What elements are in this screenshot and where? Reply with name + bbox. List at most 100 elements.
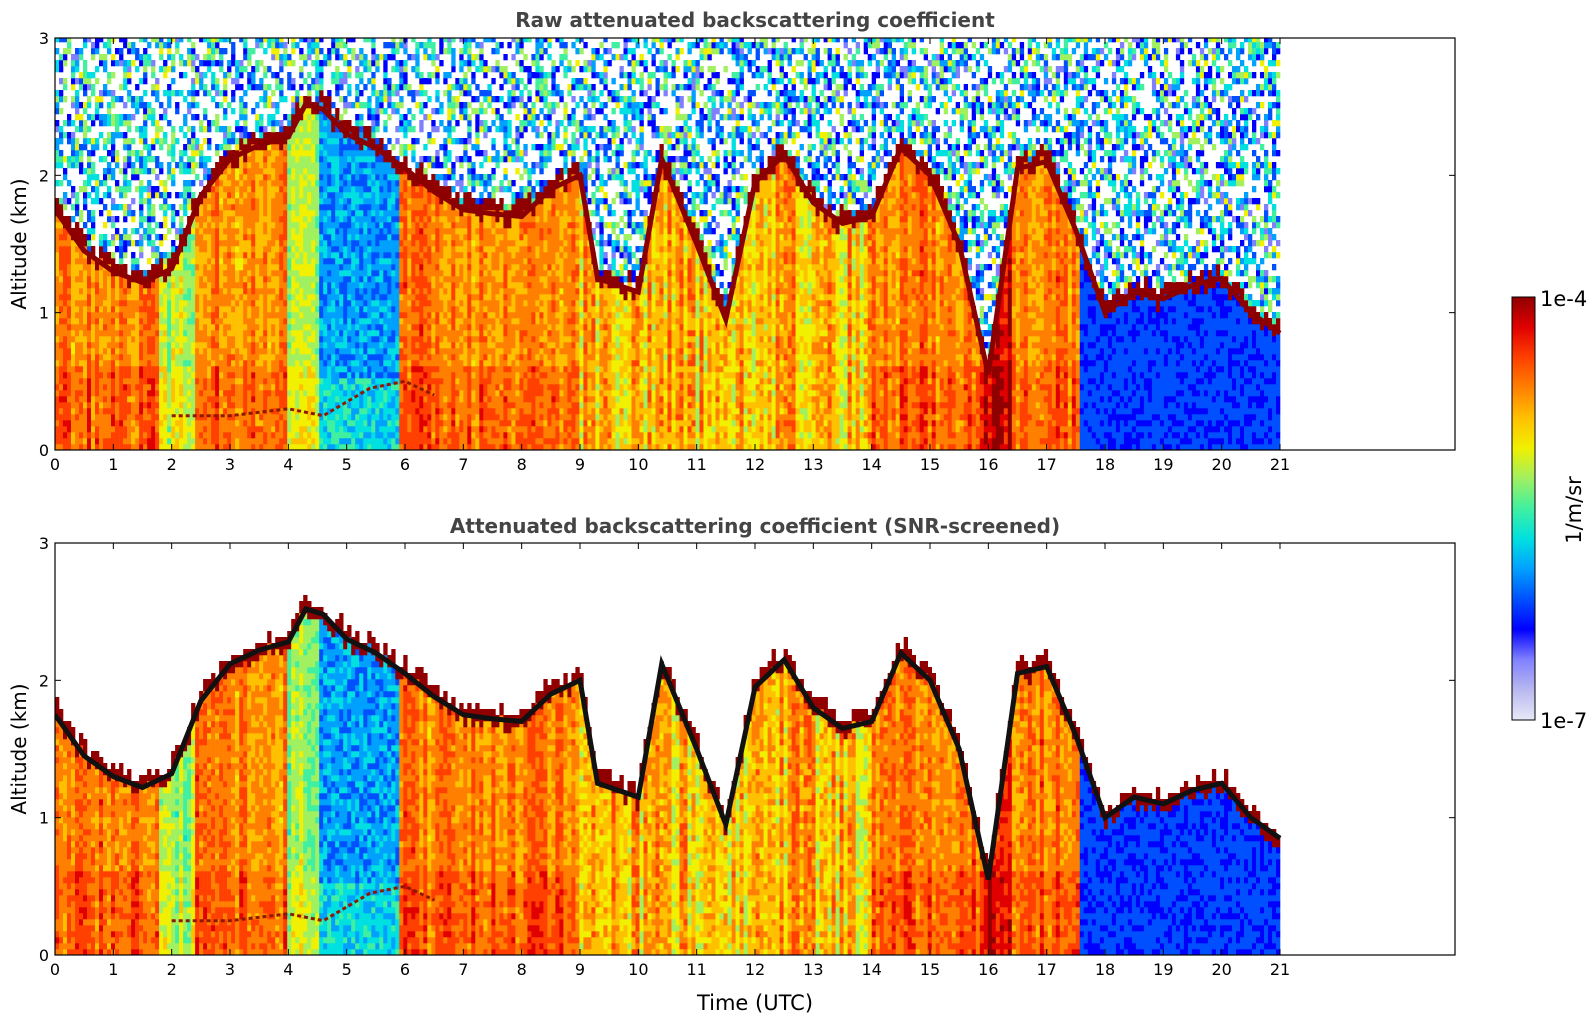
heatmap-cell — [319, 144, 324, 151]
heatmap-cell — [219, 402, 224, 409]
heatmap-cell — [279, 144, 284, 151]
heatmap-cell — [331, 378, 336, 385]
heatmap-cell — [243, 114, 248, 121]
heatmap-cell — [87, 96, 92, 103]
heatmap-cell — [287, 300, 292, 307]
heatmap-cell — [75, 162, 80, 169]
heatmap-cell — [71, 330, 76, 337]
heatmap-cell — [323, 60, 328, 67]
heatmap-cell — [283, 258, 288, 265]
heatmap-cell — [159, 126, 164, 133]
heatmap-cell — [219, 384, 224, 391]
heatmap-cell — [367, 324, 372, 331]
heatmap-cell — [227, 426, 232, 433]
heatmap-cell — [263, 216, 268, 223]
heatmap-cell — [247, 168, 252, 175]
heatmap-cell — [83, 42, 88, 49]
heatmap-cell — [127, 306, 132, 313]
heatmap-cell — [367, 156, 372, 163]
heatmap-cell — [395, 168, 400, 175]
heatmap-cell — [187, 354, 192, 361]
heatmap-cell — [267, 300, 272, 307]
heatmap-cell — [207, 342, 212, 349]
heatmap-cell — [67, 222, 72, 229]
heatmap-cell — [315, 330, 320, 337]
heatmap-cell — [303, 264, 308, 271]
heatmap-cell — [71, 354, 76, 361]
heatmap-cell — [211, 324, 216, 331]
heatmap-cell — [275, 366, 280, 373]
heatmap-cell — [311, 276, 316, 283]
heatmap-cell — [279, 312, 284, 319]
heatmap-cell — [327, 282, 332, 289]
heatmap-cell — [375, 120, 380, 127]
heatmap-cell — [347, 72, 352, 79]
heatmap-cell — [343, 156, 348, 163]
heatmap-cell — [331, 390, 336, 397]
heatmap-cell — [175, 342, 180, 349]
heatmap-cell — [143, 414, 148, 421]
heatmap-cell — [347, 366, 352, 373]
heatmap-cell — [319, 378, 324, 385]
heatmap-cell — [231, 420, 236, 427]
heatmap-cell — [383, 312, 388, 319]
heatmap-cell — [395, 354, 400, 361]
heatmap-cell — [251, 78, 256, 85]
heatmap-cell — [203, 444, 208, 450]
heatmap-cell — [139, 396, 144, 403]
heatmap-cell — [119, 396, 124, 403]
heatmap-cell — [131, 150, 136, 157]
heatmap-cell — [139, 38, 144, 43]
heatmap-cell — [379, 408, 384, 415]
heatmap-cell — [143, 420, 148, 427]
heatmap-cell — [371, 324, 376, 331]
heatmap-cell — [303, 402, 308, 409]
heatmap-cell — [251, 330, 256, 337]
heatmap-cell — [359, 156, 364, 163]
heatmap-cell — [303, 306, 308, 313]
heatmap-cell — [347, 198, 352, 205]
heatmap-cell — [107, 420, 112, 427]
heatmap-cell — [179, 390, 184, 397]
heatmap-cell — [211, 366, 216, 373]
heatmap-cell — [223, 438, 228, 445]
heatmap-cell — [315, 72, 320, 79]
heatmap-cell — [215, 150, 220, 157]
heatmap-cell — [159, 426, 164, 433]
heatmap-cell — [67, 330, 72, 337]
heatmap-cell — [219, 198, 224, 205]
heatmap-cell — [63, 132, 68, 139]
heatmap-cell — [179, 402, 184, 409]
heatmap-cell — [367, 318, 372, 325]
heatmap-cell — [55, 288, 60, 295]
heatmap-cell — [307, 228, 312, 235]
heatmap-cell — [103, 156, 108, 163]
heatmap-cell — [387, 114, 392, 121]
heatmap-cell — [235, 348, 240, 355]
heatmap-cell — [271, 240, 276, 247]
heatmap-cell — [179, 156, 184, 163]
heatmap-cell — [235, 120, 240, 127]
heatmap-cell — [103, 408, 108, 415]
heatmap-cell — [119, 444, 124, 450]
heatmap-cell — [259, 174, 264, 181]
heatmap-cell — [259, 186, 264, 193]
heatmap-cell — [295, 168, 300, 175]
heatmap-cell — [259, 138, 264, 145]
heatmap-cell — [311, 126, 316, 133]
heatmap-cell — [111, 264, 116, 271]
heatmap-cell — [159, 342, 164, 349]
heatmap-cell — [283, 150, 288, 157]
heatmap-cell — [79, 378, 84, 385]
heatmap-cell — [71, 390, 76, 397]
heatmap-cell — [395, 366, 400, 373]
heatmap-cell — [75, 144, 80, 151]
heatmap-cell — [215, 360, 220, 367]
heatmap-cell — [291, 252, 296, 259]
heatmap-cell — [391, 90, 396, 97]
heatmap-cell — [295, 96, 300, 103]
heatmap-cell — [311, 258, 316, 265]
heatmap-cell — [99, 288, 104, 295]
heatmap-cell — [219, 294, 224, 301]
heatmap-cell — [83, 198, 88, 205]
